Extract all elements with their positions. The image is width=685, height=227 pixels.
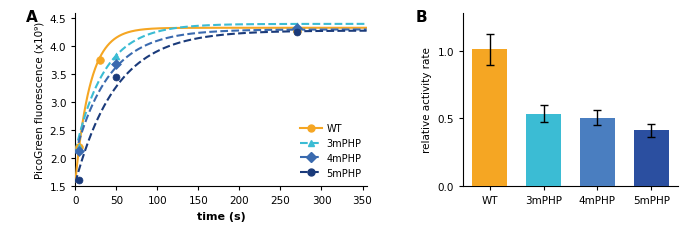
Point <box>74 179 85 182</box>
Point <box>291 27 302 31</box>
Point <box>111 76 122 79</box>
Point <box>111 63 122 67</box>
Bar <box>526 114 561 186</box>
Point <box>74 150 85 153</box>
Point <box>74 145 85 149</box>
Bar <box>634 131 669 186</box>
Point <box>95 59 105 63</box>
Bar <box>580 118 615 186</box>
Y-axis label: PicoGreen fluorescence (x10⁹): PicoGreen fluorescence (x10⁹) <box>34 22 44 178</box>
X-axis label: time (s): time (s) <box>197 211 245 221</box>
Point <box>291 30 302 33</box>
Y-axis label: relative activity rate: relative activity rate <box>422 47 432 153</box>
Legend: WT, 3mPHP, 4mPHP, 5mPHP: WT, 3mPHP, 4mPHP, 5mPHP <box>301 123 362 178</box>
Point <box>111 55 122 59</box>
Point <box>291 31 302 35</box>
Point <box>291 25 302 28</box>
Text: B: B <box>416 10 427 25</box>
Bar <box>472 50 508 186</box>
Text: A: A <box>26 10 38 25</box>
Point <box>74 145 85 149</box>
